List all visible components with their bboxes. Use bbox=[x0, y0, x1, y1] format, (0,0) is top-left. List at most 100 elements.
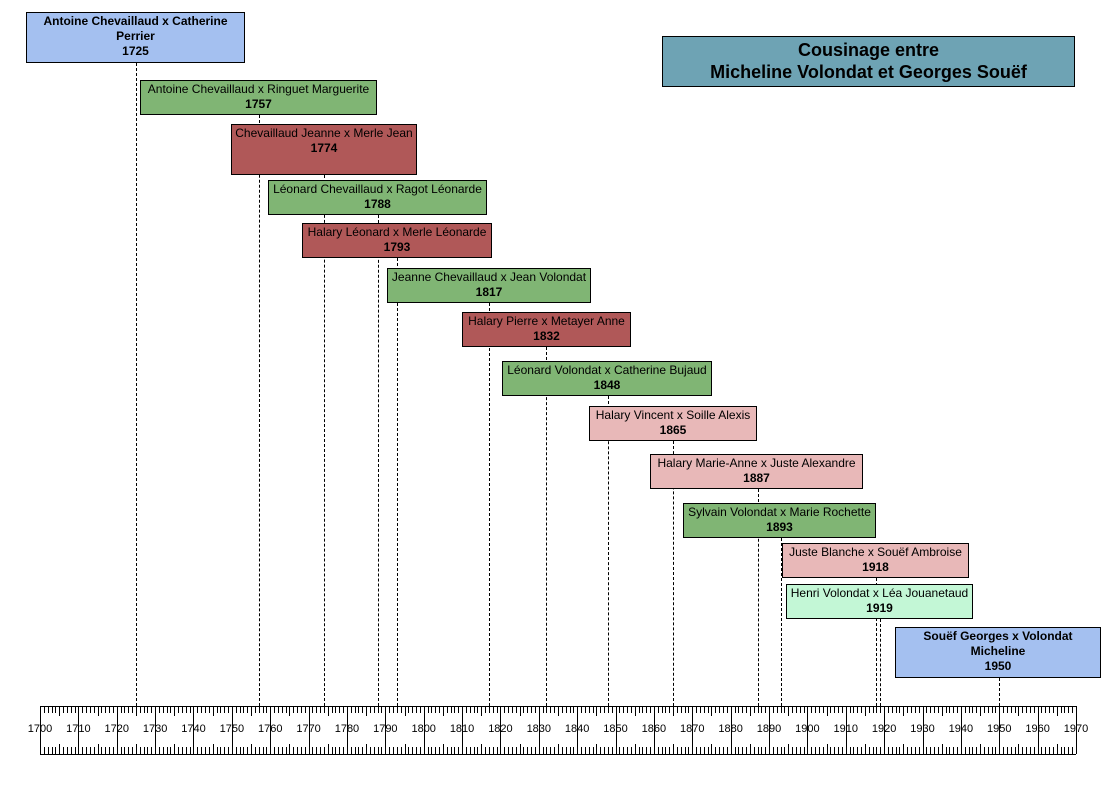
axis-major-tick bbox=[577, 706, 579, 754]
axis-minor-tick bbox=[684, 706, 686, 713]
axis-minor-tick bbox=[151, 706, 153, 713]
axis-minor-tick bbox=[765, 747, 767, 754]
axis-minor-tick bbox=[818, 747, 820, 754]
year-marker-line bbox=[323, 175, 325, 706]
axis-minor-tick bbox=[181, 747, 183, 754]
axis-tick-label: 1740 bbox=[181, 723, 206, 735]
year-marker-line bbox=[396, 258, 398, 706]
axis-minor-tick bbox=[1022, 706, 1024, 713]
axis-minor-tick bbox=[895, 706, 897, 713]
axis-minor-tick bbox=[208, 747, 210, 754]
axis-minor-tick bbox=[746, 747, 747, 754]
couple-year: 1793 bbox=[383, 240, 411, 254]
axis-minor-tick bbox=[86, 706, 88, 713]
axis-minor-tick bbox=[419, 747, 421, 754]
axis-major-tick bbox=[231, 706, 233, 754]
axis-minor-tick bbox=[531, 706, 533, 713]
axis-major-tick bbox=[999, 706, 1001, 754]
axis-minor-tick bbox=[189, 706, 191, 713]
axis-minor-tick bbox=[254, 747, 256, 754]
axis-minor-tick bbox=[841, 706, 843, 713]
axis-minor-tick bbox=[930, 706, 932, 713]
axis-minor-tick bbox=[124, 706, 126, 713]
axis-minor-tick bbox=[830, 706, 832, 713]
couple-names: Halary Pierre x Metayer Anne bbox=[468, 314, 625, 328]
axis-minor-tick bbox=[185, 747, 187, 754]
axis-major-tick bbox=[193, 706, 195, 754]
axis-minor-tick bbox=[546, 706, 548, 713]
axis-minor-tick bbox=[105, 747, 107, 754]
axis-minor-tick bbox=[166, 747, 168, 754]
axis-minor-tick bbox=[926, 706, 928, 713]
axis-minor-tick bbox=[899, 706, 901, 713]
axis-minor-tick bbox=[734, 706, 736, 713]
axis-minor-tick bbox=[542, 747, 544, 754]
axis-minor-tick bbox=[746, 706, 747, 713]
axis-minor-tick bbox=[676, 747, 678, 754]
axis-minor-tick bbox=[473, 706, 475, 713]
axis-minor-tick bbox=[416, 706, 418, 713]
axis-minor-tick bbox=[515, 706, 517, 713]
axis-minor-tick bbox=[1052, 747, 1054, 754]
axis-minor-tick bbox=[972, 706, 974, 713]
axis-minor-tick bbox=[911, 747, 912, 754]
axis-minor-tick bbox=[1045, 747, 1047, 754]
axis-minor-tick bbox=[949, 706, 951, 713]
axis-minor-tick bbox=[70, 706, 72, 713]
axis-minor-tick bbox=[339, 747, 341, 754]
axis-minor-tick bbox=[546, 747, 548, 754]
axis-minor-tick bbox=[335, 706, 337, 713]
axis-minor-tick bbox=[1003, 747, 1005, 754]
axis-minor-tick bbox=[1041, 706, 1043, 713]
axis-minor-tick bbox=[247, 706, 249, 713]
axis-minor-tick bbox=[811, 706, 813, 713]
couple-year: 1919 bbox=[866, 601, 893, 615]
axis-minor-tick bbox=[696, 747, 698, 754]
couple-names: Halary Vincent x Soille Alexis bbox=[595, 408, 751, 422]
axis-minor-tick bbox=[880, 706, 882, 713]
axis-minor-tick bbox=[558, 706, 559, 716]
couple-names: Léonard Volondat x Catherine Bujaud bbox=[507, 363, 707, 377]
axis-minor-tick bbox=[70, 747, 72, 754]
axis-minor-tick bbox=[74, 747, 76, 754]
axis-minor-tick bbox=[968, 747, 970, 754]
couple-box: Halary Pierre x Metayer Anne 1832 bbox=[462, 312, 631, 347]
axis-minor-tick bbox=[86, 747, 88, 754]
axis-minor-tick bbox=[711, 706, 713, 716]
axis-minor-tick bbox=[634, 744, 636, 754]
axis-minor-tick bbox=[404, 744, 406, 754]
axis-minor-tick bbox=[918, 747, 920, 754]
axis-minor-tick bbox=[220, 706, 222, 713]
axis-minor-tick bbox=[293, 747, 295, 754]
axis-minor-tick bbox=[887, 706, 889, 713]
year-marker-line bbox=[258, 115, 260, 706]
axis-minor-tick bbox=[876, 706, 878, 713]
axis-minor-tick bbox=[1072, 747, 1074, 754]
axis-minor-tick bbox=[811, 747, 813, 754]
couple-box: Halary Marie-Anne x Juste Alexandre 1887 bbox=[650, 454, 863, 489]
axis-minor-tick bbox=[51, 747, 53, 754]
axis-minor-tick bbox=[934, 747, 936, 754]
axis-major-tick bbox=[462, 706, 464, 754]
axis-tick-label: 1730 bbox=[142, 723, 168, 735]
axis-minor-tick bbox=[316, 706, 318, 713]
axis-minor-tick bbox=[646, 706, 648, 713]
axis-minor-tick bbox=[964, 706, 966, 713]
axis-minor-tick bbox=[381, 747, 383, 754]
axis-minor-tick bbox=[320, 706, 322, 713]
axis-minor-tick bbox=[43, 747, 45, 754]
axis-minor-tick bbox=[976, 747, 978, 754]
axis-minor-tick bbox=[872, 706, 874, 713]
axis-minor-tick bbox=[1029, 747, 1031, 754]
axis-tick-label: 1910 bbox=[833, 723, 858, 735]
axis-minor-tick bbox=[97, 744, 99, 754]
axis-minor-tick bbox=[362, 747, 364, 754]
axis-minor-tick bbox=[519, 706, 521, 716]
couple-box: Jeanne Chevaillaud x Jean Volondat 1817 bbox=[387, 268, 591, 303]
axis-minor-tick bbox=[304, 706, 306, 713]
axis-minor-tick bbox=[646, 747, 648, 754]
axis-minor-tick bbox=[1010, 706, 1012, 713]
axis-minor-tick bbox=[469, 747, 471, 754]
axis-minor-tick bbox=[408, 706, 410, 713]
axis-minor-tick bbox=[911, 706, 912, 713]
